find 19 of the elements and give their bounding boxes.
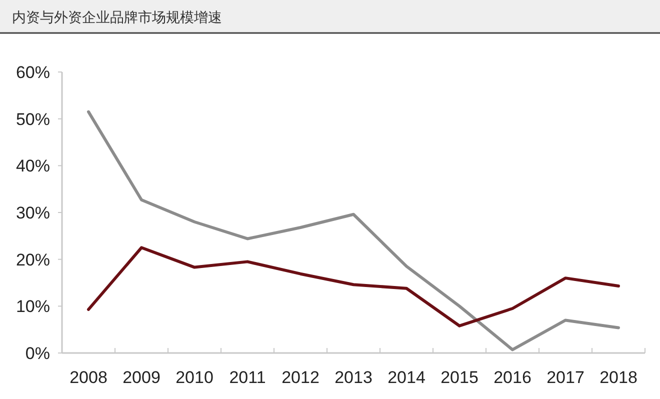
y-tick-label: 20% [16, 250, 50, 270]
x-tick-label: 2008 [70, 368, 108, 387]
y-tick-label: 10% [16, 297, 50, 316]
y-tick-label: 60% [16, 63, 50, 82]
y-tick-label: 0% [25, 344, 50, 363]
x-tick-label: 2016 [494, 368, 532, 387]
x-tick-label: 2010 [176, 368, 214, 387]
x-tick-label: 2013 [334, 368, 372, 387]
y-tick-label: 50% [16, 110, 50, 129]
x-tick-label: 2015 [440, 368, 478, 387]
chart-title: 内资与外资企业品牌市场规模增速 [12, 9, 222, 25]
x-tick-label: 2017 [546, 368, 584, 387]
x-tick-label: 2012 [282, 368, 320, 387]
x-tick-label: 2011 [229, 368, 266, 387]
x-tick-label: 2014 [388, 368, 426, 387]
y-tick-label: 30% [16, 204, 50, 222]
x-tick-label: 2018 [600, 368, 638, 387]
y-tick-label: 40% [16, 156, 50, 176]
x-tick-label: 2009 [122, 368, 160, 387]
